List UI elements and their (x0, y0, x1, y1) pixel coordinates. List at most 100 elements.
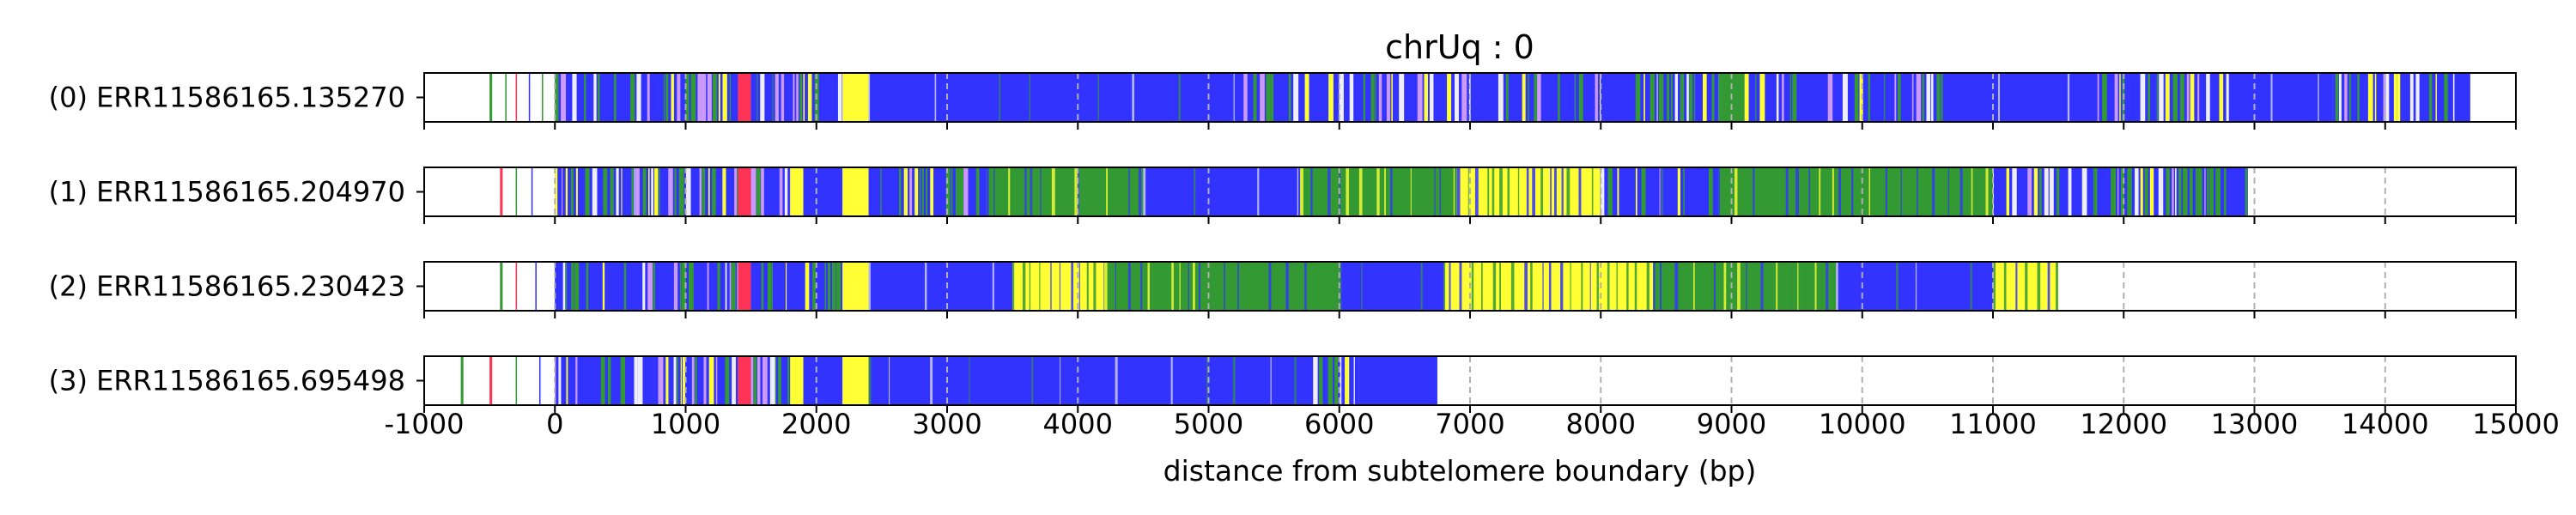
read-stripe (1478, 73, 1482, 122)
read-stripe (1140, 262, 1143, 311)
read-segment (489, 73, 493, 122)
read-stripe (561, 73, 567, 122)
read-stripe (2109, 73, 2114, 122)
read-stripe (2170, 167, 2172, 216)
read-stripe (934, 167, 938, 216)
read-stripe (1115, 262, 1116, 311)
read-stripe (1340, 356, 1342, 405)
read-stripe (924, 262, 927, 311)
read-stripe (648, 167, 650, 216)
read-stripe (2024, 167, 2026, 216)
read-stripe (1680, 73, 1685, 122)
x-axis: -1000 0 1000 2000 3000 4000 5000 6000 7000 8000 90… (385, 408, 2560, 440)
read-stripe (1959, 167, 1963, 216)
read-stripe (787, 262, 791, 311)
read-stripe (566, 356, 568, 405)
read-stripe (955, 167, 959, 216)
read-segment (515, 262, 518, 311)
read-stripe (1791, 262, 1793, 311)
read-stripe (574, 356, 575, 405)
read-stripe (1548, 262, 1552, 311)
read-stripe (887, 167, 891, 216)
read-segment (515, 356, 518, 405)
read-stripe (2233, 167, 2237, 216)
read-stripe (622, 262, 624, 311)
read-stripe (731, 73, 733, 122)
read-rows: (0) ERR11586165.135270 (1) ERR11586165.20… (49, 72, 2517, 413)
read-stripe (1646, 262, 1649, 311)
read-stripe (2076, 167, 2081, 216)
read-stripe (722, 167, 726, 216)
read-stripe (2067, 73, 2070, 122)
read-stripe (1746, 262, 1747, 311)
read-stripe (1647, 73, 1650, 122)
read-stripe (767, 262, 772, 311)
read-stripe (2126, 73, 2132, 122)
read-stripe (1471, 262, 1474, 311)
read-stripe (725, 262, 727, 311)
read-stripe (1406, 73, 1409, 122)
read-stripe (1499, 167, 1503, 216)
read-stripe (1561, 73, 1564, 122)
read-stripe (586, 356, 592, 405)
read-stripe (1510, 262, 1515, 311)
read-stripe (992, 262, 994, 311)
read-stripe (1293, 262, 1296, 311)
read-stripe (2166, 167, 2171, 216)
read-stripe (674, 167, 677, 216)
read-stripe (1550, 73, 1552, 122)
read-stripe (799, 73, 803, 122)
read-stripe (1326, 262, 1329, 311)
read-stripe (2374, 73, 2377, 122)
read-stripe (2361, 73, 2366, 122)
read-stripe (1586, 73, 1589, 122)
read-stripe (1434, 73, 1437, 122)
read-stripe (1253, 73, 1257, 122)
read-stripe (2001, 167, 2005, 216)
read-stripe (1361, 73, 1364, 122)
read-stripe (1257, 167, 1260, 216)
read-stripe (1606, 167, 1608, 216)
read-stripe (1266, 73, 1271, 122)
read-stripe (1971, 167, 1973, 216)
read-stripe (555, 73, 559, 122)
read-stripe (1985, 167, 1989, 216)
read-stripe (921, 167, 924, 216)
read-stripe (1936, 73, 1941, 122)
read-stripe (1703, 262, 1707, 311)
read-segment (500, 262, 503, 311)
read-stripe (1437, 73, 1442, 122)
read-stripe (634, 356, 638, 405)
read-stripe (1039, 262, 1041, 311)
read-stripe (2182, 167, 2188, 216)
read-stripe (1534, 73, 1537, 122)
read-row: (1) ERR11586165.204970 (49, 167, 2517, 224)
read-stripe (868, 73, 871, 122)
read-stripe (557, 262, 562, 311)
read-stripe (1744, 73, 1749, 122)
read-stripe (650, 73, 653, 122)
read-stripe (1524, 262, 1528, 311)
read-stripe (1268, 262, 1272, 311)
read-stripe (1814, 262, 1817, 311)
x-tick-label: 5000 (1174, 408, 1243, 440)
read-stripe (1488, 73, 1492, 122)
read-stripe (1649, 73, 1655, 122)
read-stripe (1625, 73, 1630, 122)
read-stripe (1838, 167, 1842, 216)
read-stripe (1571, 73, 1575, 122)
read-stripe (659, 73, 662, 122)
read-stripe (1400, 167, 1403, 216)
read-stripe (708, 167, 710, 216)
read-stripe (1589, 262, 1591, 311)
read-stripe (722, 73, 727, 122)
read-stripe (1424, 73, 1428, 122)
read-stripe (2098, 167, 2103, 216)
read-stripe (654, 167, 659, 216)
read-stripe (590, 167, 592, 216)
read-stripe (584, 73, 586, 122)
read-stripe (688, 356, 692, 405)
read-stripe (568, 73, 570, 122)
read-segment (535, 262, 537, 311)
read-segment (1718, 167, 1993, 216)
